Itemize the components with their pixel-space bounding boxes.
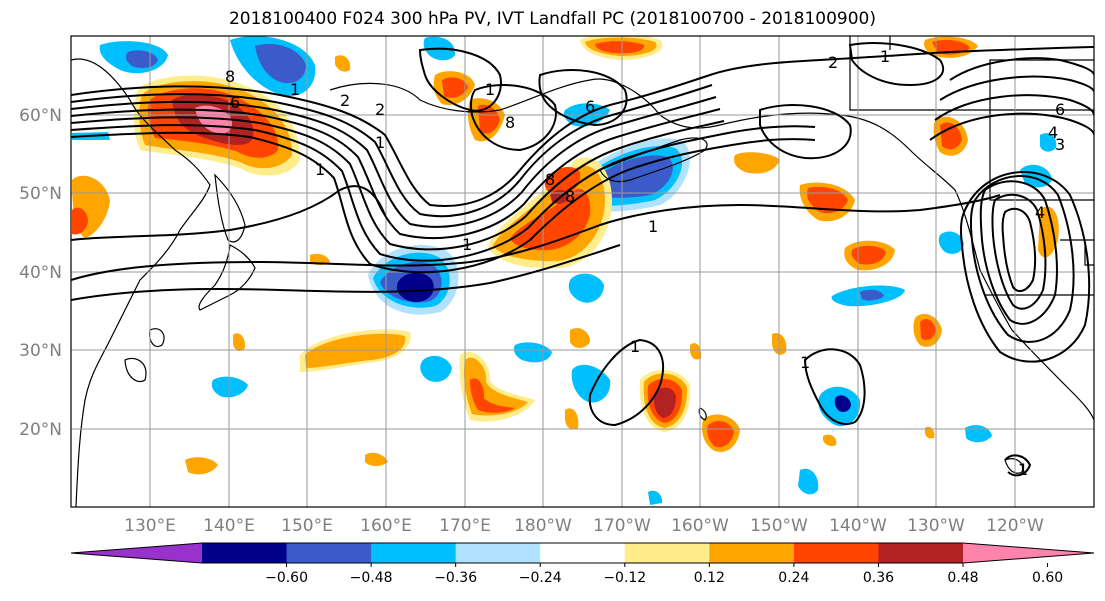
lon-label: 160°E (360, 516, 412, 536)
colorbar-swatches (70, 542, 1095, 564)
colorbar-swatch (286, 543, 372, 563)
contour-label: 1 (315, 160, 325, 179)
colorbar-tick-label: −0.48 (350, 570, 393, 586)
contour-label: 1 (648, 217, 658, 236)
latitude-labels: 20°N 30°N 40°N 50°N 60°N (19, 106, 62, 440)
colorbar-swatch (202, 543, 288, 563)
lon-label: 130°W (907, 516, 965, 536)
gridlines (71, 36, 1094, 507)
map-frame (70, 35, 1095, 508)
colorbar-tick-label: 0.12 (694, 570, 725, 586)
contour-label: 8 (565, 187, 575, 206)
colorbar: −0.60 −0.48 −0.36 −0.24 −0.12 0.12 0.24 0.36 0.4… (70, 542, 1095, 586)
contour-labels: 8 1 1 6 2 1 2 8 1 6 1 1 8 8 2 1 6 4 3 1 … (225, 47, 1065, 479)
lon-label: 120°W (986, 516, 1044, 536)
colorbar-tick-label: −0.36 (434, 570, 477, 586)
colorbar-tick-label: 0.24 (778, 570, 809, 586)
colorbar-swatch (709, 543, 795, 563)
lat-label: 20°N (19, 420, 62, 440)
ivt-contour-layer (71, 42, 1094, 477)
colorbar-swatch (878, 543, 964, 563)
contour-label: 8 (505, 113, 515, 132)
lon-label: 150°E (281, 516, 333, 536)
lon-label: 170°W (593, 516, 651, 536)
lat-label: 50°N (19, 184, 62, 204)
contour-label: 8 (545, 170, 555, 189)
colorbar-tick-label: −0.60 (265, 570, 308, 586)
contour-label: 3 (1055, 135, 1065, 154)
contour-label: 1 (485, 80, 495, 99)
contour-label: 2 (340, 91, 350, 110)
contour-label: 2 (375, 100, 385, 119)
colorbar-tick-label: 0.36 (863, 570, 894, 586)
contour-label: 4 (1035, 203, 1045, 222)
contour-label: 6 (585, 97, 595, 116)
map-title: 2018100400 F024 300 hPa PV, IVT Landfall… (228, 9, 876, 29)
contour-label: 1 (630, 337, 640, 356)
lat-label: 40°N (19, 263, 62, 283)
colorbar-swatch (371, 543, 457, 563)
colorbar-outline (70, 542, 1095, 564)
lat-label: 60°N (19, 106, 62, 126)
contour-label: 1 (880, 47, 890, 66)
colorbar-swatch (540, 543, 626, 563)
colorbar-tick-label: 0.48 (947, 570, 978, 586)
contour-label: 1 (1018, 460, 1028, 479)
colorbar-swatch (624, 543, 710, 563)
contour-label: 1 (800, 353, 810, 372)
contour-label: 1 (375, 133, 385, 152)
lon-label: 170°E (439, 516, 491, 536)
lon-label: 180°W (514, 516, 572, 536)
lon-label: 140°W (829, 516, 887, 536)
colorbar-ticks: −0.60 −0.48 −0.36 −0.24 −0.12 0.12 0.24 0.36 0.4… (265, 563, 1063, 586)
longitude-labels: 130°E 140°E 150°E 160°E 170°E 180°W 170°… (124, 516, 1044, 536)
lon-label: 160°W (671, 516, 729, 536)
contour-label: 6 (230, 93, 240, 112)
colorbar-tick-label: 0.60 (1032, 570, 1063, 586)
lat-label: 30°N (19, 341, 62, 361)
colorbar-extend-high (963, 543, 1094, 563)
contour-label: 8 (225, 67, 235, 86)
contour-label: 1 (290, 80, 300, 99)
colorbar-swatch (455, 543, 541, 563)
lon-label: 130°E (124, 516, 176, 536)
colorbar-swatch (793, 543, 879, 563)
colorbar-tick-label: −0.24 (519, 570, 562, 586)
lon-label: 150°W (750, 516, 808, 536)
contour-label: 1 (462, 235, 472, 254)
lon-label: 140°E (203, 516, 255, 536)
colorbar-extend-low (71, 543, 202, 563)
contour-label: 4 (1048, 123, 1058, 142)
contour-label: 2 (828, 53, 838, 72)
colorbar-tick-label: −0.12 (603, 570, 646, 586)
contour-label: 6 (1055, 100, 1065, 119)
